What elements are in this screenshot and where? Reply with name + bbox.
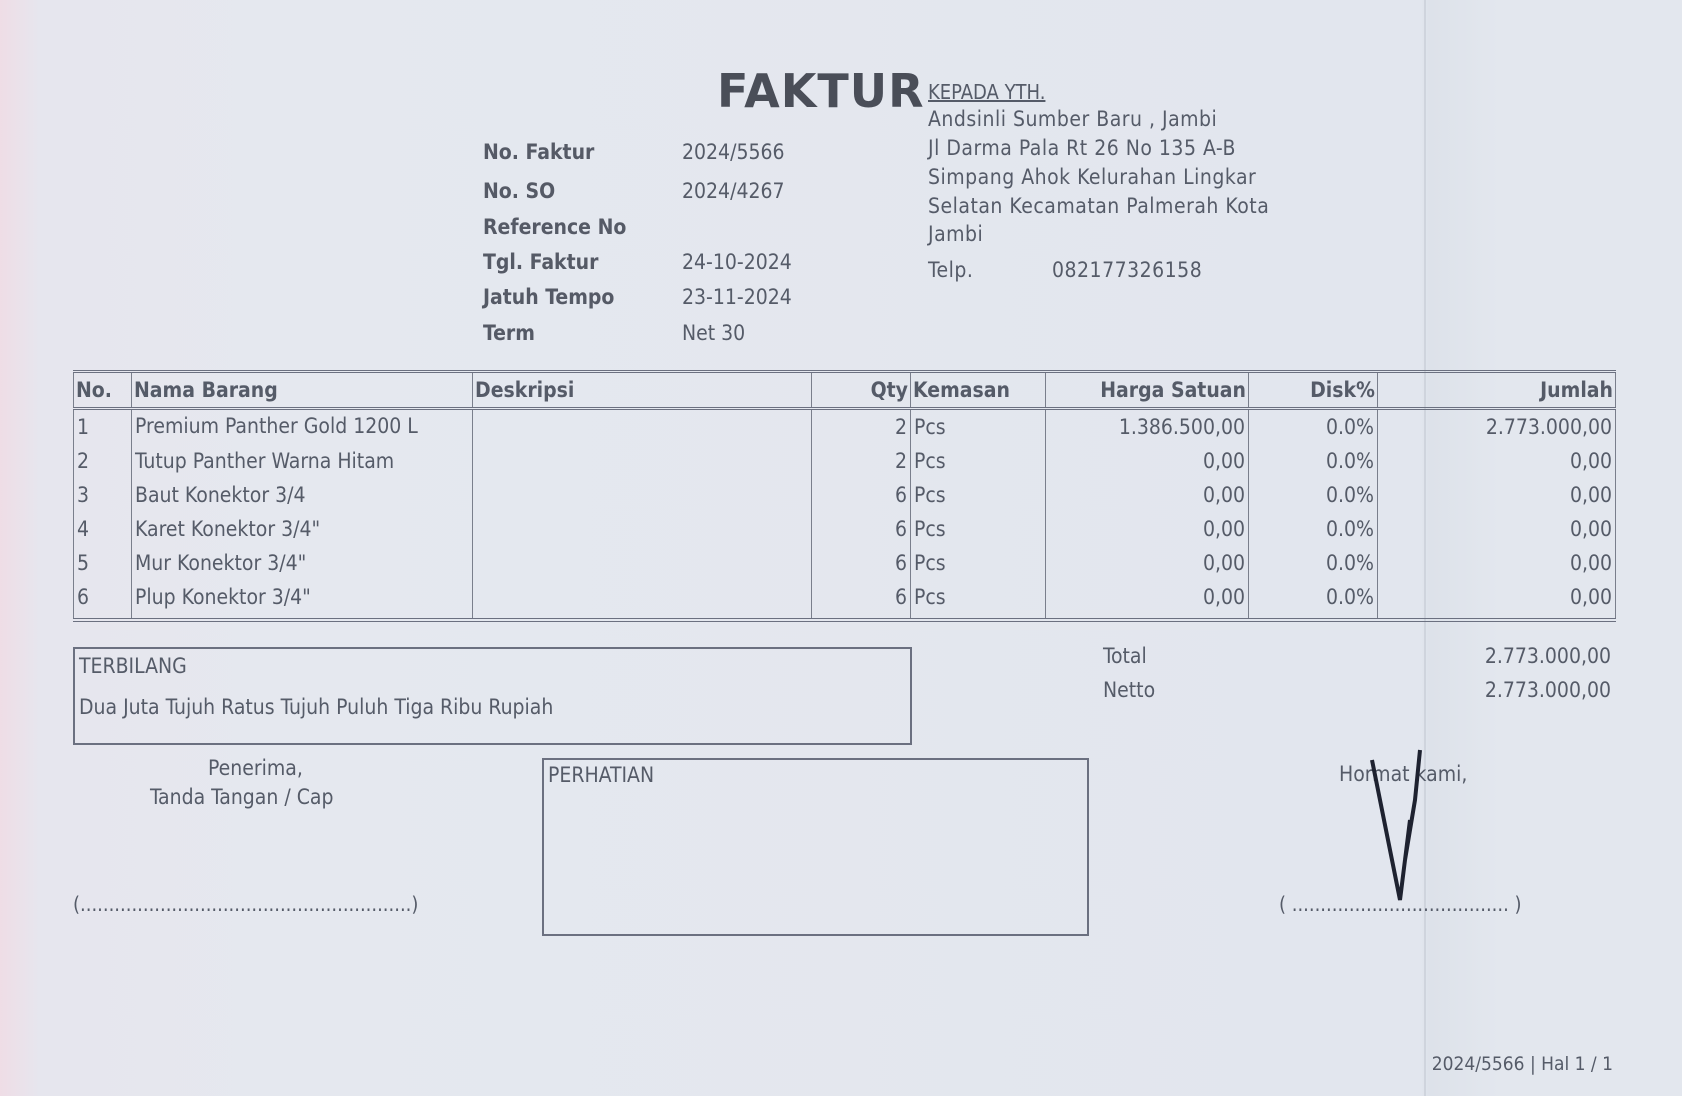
col-unit: Kemasan bbox=[910, 370, 1046, 410]
address-line: Simpang Ahok Kelurahan Lingkar bbox=[928, 165, 1257, 189]
cell-amount: 0,00 bbox=[1377, 512, 1616, 546]
meta-value: Net 30 bbox=[682, 321, 746, 345]
total-value: 2.773.000,00 bbox=[1484, 644, 1611, 668]
terbilang-box: TERBILANG Dua Juta Tujuh Ratus Tujuh Pul… bbox=[73, 647, 912, 745]
table-row: 4 Karet Konektor 3/4" 6 Pcs 0,00 0.0% 0,00 bbox=[73, 512, 1616, 546]
meta-label: No. Faktur bbox=[483, 140, 595, 164]
cell-unit: Pcs bbox=[910, 478, 1046, 512]
cell-unit: Pcs bbox=[910, 546, 1046, 580]
cell-name: Premium Panther Gold 1200 L bbox=[131, 408, 473, 444]
meta-label: Tgl. Faktur bbox=[483, 250, 599, 274]
col-no: No. bbox=[73, 370, 132, 410]
cell-discount: 0.0% bbox=[1248, 444, 1378, 478]
cell-amount: 0,00 bbox=[1377, 478, 1616, 512]
cell-discount: 0.0% bbox=[1248, 546, 1378, 580]
netto-value: 2.773.000,00 bbox=[1484, 678, 1611, 702]
cell-unit: Pcs bbox=[910, 580, 1046, 622]
meta-label: Reference No bbox=[483, 215, 627, 239]
cell-discount: 0.0% bbox=[1248, 478, 1378, 512]
cell-name: Baut Konektor 3/4 bbox=[131, 478, 473, 512]
table-row: 6 Plup Konektor 3/4" 6 Pcs 0,00 0.0% 0,00 bbox=[73, 580, 1616, 622]
col-amount: Jumlah bbox=[1377, 370, 1616, 410]
cell-price: 0,00 bbox=[1045, 478, 1249, 512]
recipient-heading: KEPADA YTH. bbox=[928, 80, 1046, 104]
table-header-row: No. Nama Barang Deskripsi Qty Kemasan Ha… bbox=[73, 370, 1616, 410]
meta-label: No. SO bbox=[483, 179, 556, 203]
meta-value: 23-11-2024 bbox=[682, 285, 792, 309]
cell-price: 0,00 bbox=[1045, 546, 1249, 580]
col-name: Nama Barang bbox=[131, 370, 473, 410]
cell-amount: 0,00 bbox=[1377, 444, 1616, 478]
cell-unit: Pcs bbox=[910, 408, 1046, 444]
cell-no: 5 bbox=[73, 546, 132, 580]
table-row: 2 Tutup Panther Warna Hitam 2 Pcs 0,00 0.0% 0,… bbox=[73, 444, 1616, 478]
netto-label: Netto bbox=[1103, 678, 1156, 702]
cell-no: 6 bbox=[73, 580, 132, 622]
cell-amount: 0,00 bbox=[1377, 580, 1616, 622]
cell-unit: Pcs bbox=[910, 444, 1046, 478]
notice-box: PERHATIAN bbox=[542, 758, 1089, 936]
cell-price: 0,00 bbox=[1045, 444, 1249, 478]
page-footer: 2024/5566 | Hal 1 / 1 bbox=[1431, 1053, 1613, 1075]
terbilang-label: TERBILANG bbox=[79, 654, 187, 678]
cell-qty: 6 bbox=[811, 512, 911, 546]
address-line: Jl Darma Pala Rt 26 No 135 A-B bbox=[928, 136, 1236, 160]
cell-description bbox=[472, 512, 812, 546]
cell-description bbox=[472, 408, 812, 444]
cell-name: Mur Konektor 3/4" bbox=[131, 546, 473, 580]
items-table: No. Nama Barang Deskripsi Qty Kemasan Ha… bbox=[73, 370, 1616, 622]
cell-discount: 0.0% bbox=[1248, 580, 1378, 622]
cell-no: 2 bbox=[73, 444, 132, 478]
cell-qty: 2 bbox=[811, 408, 911, 444]
cell-description bbox=[472, 478, 812, 512]
receiver-signature-line: (.......................................… bbox=[73, 892, 419, 916]
cell-qty: 6 bbox=[811, 580, 911, 622]
meta-value: 2024/5566 bbox=[682, 140, 785, 164]
table-row: 5 Mur Konektor 3/4" 6 Pcs 0,00 0.0% 0,00 bbox=[73, 546, 1616, 580]
table-row: 1 Premium Panther Gold 1200 L 2 Pcs 1.386.50… bbox=[73, 408, 1616, 444]
phone-label: Telp. bbox=[928, 258, 974, 282]
cell-price: 1.386.500,00 bbox=[1045, 408, 1249, 444]
sender-label: Hormat kami, bbox=[1339, 762, 1468, 786]
meta-value: 24-10-2024 bbox=[682, 250, 792, 274]
cell-description bbox=[472, 444, 812, 478]
col-qty: Qty bbox=[811, 370, 911, 410]
cell-description bbox=[472, 580, 812, 622]
handwritten-signature bbox=[1370, 749, 1422, 901]
cell-qty: 6 bbox=[811, 546, 911, 580]
address-line: Jambi bbox=[928, 222, 984, 246]
receiver-label: Penerima, bbox=[208, 756, 303, 780]
cell-discount: 0.0% bbox=[1248, 512, 1378, 546]
cell-name: Plup Konektor 3/4" bbox=[131, 580, 473, 622]
cell-name: Tutup Panther Warna Hitam bbox=[131, 444, 473, 478]
cell-price: 0,00 bbox=[1045, 580, 1249, 622]
address-line: Selatan Kecamatan Palmerah Kota bbox=[928, 194, 1270, 218]
col-price: Harga Satuan bbox=[1045, 370, 1249, 410]
cell-unit: Pcs bbox=[910, 512, 1046, 546]
cell-no: 3 bbox=[73, 478, 132, 512]
cell-no: 1 bbox=[73, 408, 132, 444]
cell-discount: 0.0% bbox=[1248, 408, 1378, 444]
cell-description bbox=[472, 546, 812, 580]
cell-name: Karet Konektor 3/4" bbox=[131, 512, 473, 546]
receiver-sign-label: Tanda Tangan / Cap bbox=[150, 785, 334, 809]
col-discount: Disk% bbox=[1248, 370, 1378, 410]
col-description: Deskripsi bbox=[472, 370, 812, 410]
cell-no: 4 bbox=[73, 512, 132, 546]
notice-label: PERHATIAN bbox=[548, 763, 655, 787]
total-label: Total bbox=[1103, 644, 1147, 668]
meta-label: Jatuh Tempo bbox=[483, 285, 615, 309]
cell-qty: 6 bbox=[811, 478, 911, 512]
meta-label: Term bbox=[483, 321, 535, 345]
meta-value: 2024/4267 bbox=[682, 179, 785, 203]
address-line: Andsinli Sumber Baru , Jambi bbox=[928, 107, 1218, 131]
cell-amount: 0,00 bbox=[1377, 546, 1616, 580]
cell-amount: 2.773.000,00 bbox=[1377, 408, 1616, 444]
table-row: 3 Baut Konektor 3/4 6 Pcs 0,00 0.0% 0,00 bbox=[73, 478, 1616, 512]
terbilang-text: Dua Juta Tujuh Ratus Tujuh Puluh Tiga Ri… bbox=[79, 695, 554, 719]
cell-qty: 2 bbox=[811, 444, 911, 478]
document-title: FAKTUR bbox=[717, 64, 925, 118]
phone-value: 082177326158 bbox=[1052, 258, 1203, 282]
cell-price: 0,00 bbox=[1045, 512, 1249, 546]
